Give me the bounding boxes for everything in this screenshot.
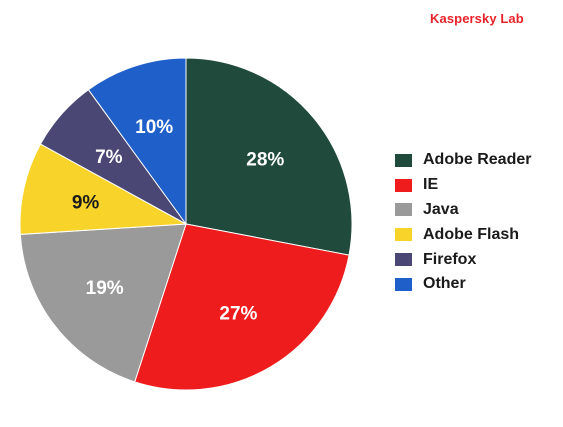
pie-slice-adobe-flash [19, 143, 188, 235]
pie-label-firefox: 7% [95, 147, 123, 168]
legend-label-java: Java [423, 200, 459, 218]
legend-swatch-ie [395, 178, 412, 192]
pie-label-java: 19% [86, 278, 124, 299]
pie-label-adobe-reader: 28% [246, 149, 284, 170]
legend-swatch-firefox [395, 253, 412, 267]
legend-item-ie: IE [395, 173, 531, 198]
pie-label-other: 10% [135, 117, 173, 138]
legend-item-firefox: Firefox [395, 247, 531, 272]
legend-label-firefox: Firefox [423, 250, 477, 268]
legend-item-java: Java [395, 198, 531, 223]
chart-legend: Adobe Reader IE Java Adobe Flash Firefox Othe… [395, 148, 531, 297]
legend-swatch-other [395, 277, 412, 291]
pie-slice-other [87, 57, 187, 226]
pie-slice-ie [134, 223, 350, 391]
legend-label-adobe-reader: Adobe Reader [423, 151, 532, 169]
legend-label-other: Other [423, 275, 466, 293]
legend-swatch-adobe-flash [395, 228, 412, 242]
legend-swatch-adobe-reader [395, 153, 412, 167]
legend-item-adobe-flash: Adobe Flash [395, 222, 531, 247]
pie-label-ie: 27% [219, 304, 257, 325]
legend-item-other: Other [395, 272, 531, 297]
legend-item-adobe-reader: Adobe Reader [395, 148, 531, 173]
pie-label-adobe-flash: 9% [72, 193, 100, 214]
pie-slice-java [19, 223, 187, 383]
pie-slice-adobe-reader [185, 57, 353, 256]
legend-label-adobe-flash: Adobe Flash [423, 225, 520, 243]
brand-logo-text: Kaspersky Lab [430, 11, 524, 26]
legend-swatch-java [395, 203, 412, 217]
legend-label-ie: IE [423, 176, 439, 194]
